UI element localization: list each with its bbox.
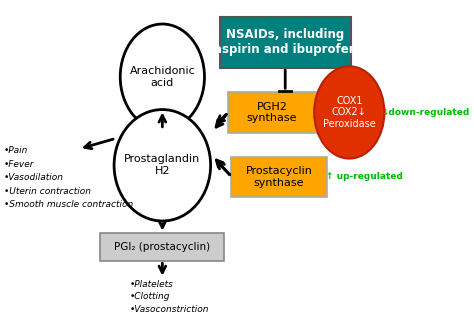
Text: ↑ up-regulated: ↑ up-regulated [327, 172, 403, 181]
FancyBboxPatch shape [231, 157, 327, 197]
Text: •Pain: •Pain [3, 146, 28, 155]
Text: NSAIDs, including
aspirin and ibuprofen: NSAIDs, including aspirin and ibuprofen [214, 28, 357, 56]
Text: •Uterin contraction: •Uterin contraction [3, 187, 91, 196]
Text: •Clotting: •Clotting [130, 292, 170, 301]
Text: ↓down-regulated: ↓down-regulated [382, 108, 470, 117]
Text: •Vasodilation: •Vasodilation [3, 173, 64, 182]
Text: •Fever: •Fever [3, 160, 34, 169]
FancyBboxPatch shape [100, 233, 224, 261]
Text: Arachidonic
acid: Arachidonic acid [129, 66, 195, 88]
Ellipse shape [314, 66, 384, 158]
FancyBboxPatch shape [220, 17, 351, 68]
Text: Prostacyclin
synthase: Prostacyclin synthase [246, 166, 312, 188]
Text: PGI₂ (prostacyclin): PGI₂ (prostacyclin) [114, 242, 210, 252]
Text: COX1
COX2↓
Peroxidase: COX1 COX2↓ Peroxidase [323, 96, 376, 129]
Text: Prostaglandin
H2: Prostaglandin H2 [124, 154, 201, 176]
Text: •Platelets: •Platelets [130, 280, 174, 289]
Ellipse shape [120, 24, 204, 130]
Text: PGH2
synthase: PGH2 synthase [247, 102, 297, 123]
Text: •Smooth muscle contraction: •Smooth muscle contraction [3, 200, 133, 209]
FancyBboxPatch shape [228, 92, 316, 133]
Text: •Vasoconstriction: •Vasoconstriction [130, 305, 210, 312]
Ellipse shape [114, 110, 210, 221]
